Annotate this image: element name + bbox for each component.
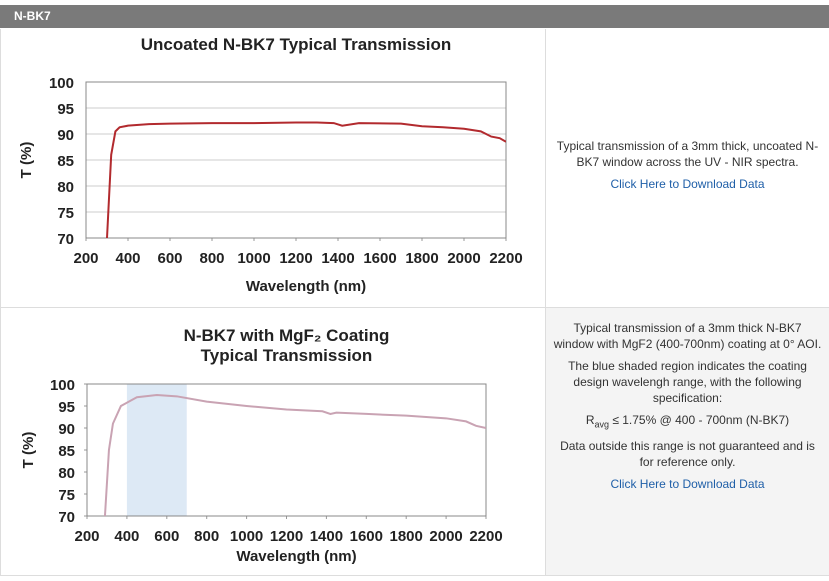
y-tick-label: 90 [58,421,75,438]
y-tick-label: 70 [58,509,75,526]
y-tick-label: 100 [50,377,75,394]
x-tick-label: 2000 [447,250,480,267]
description: Data outside this range is not guarantee… [560,439,815,470]
y-tick-label: 80 [57,179,74,196]
x-tick-label: 400 [115,250,140,267]
y-tick-label: 95 [57,101,74,118]
x-tick-label: 200 [73,250,98,267]
y-tick-label: 100 [49,75,74,92]
data-line [106,121,506,238]
y-axis-label: T (%) [20,432,37,469]
chart-cell: N-BK7 with MgF₂ Coating Typical Transmiss… [0,308,546,576]
data-line [103,393,486,516]
description: Typical transmission of a 3mm thick, unc… [556,139,819,169]
shaded-region [126,384,187,516]
x-tick-label: 1600 [350,528,383,545]
spec-subscript: avg [594,419,609,430]
x-tick-label: 2200 [469,528,502,545]
x-tick-label: 1800 [405,250,438,267]
x-tick-label: 800 [194,528,219,545]
x-tick-label: 600 [157,250,182,267]
x-tick-label: 1000 [230,528,263,545]
download-link[interactable]: Click Here to Download Data [610,177,765,191]
description-panel: Typical transmission of a 3mm thick N-BK… [546,308,829,576]
x-tick-label: 1400 [321,250,354,267]
x-tick-label: 1200 [279,250,312,267]
x-tick-label: 600 [154,528,179,545]
chart-title: Uncoated N-BK7 Typical Transmission [141,35,451,54]
section-header: N-BK7 [0,5,829,28]
x-axis-label: Wavelength (nm) [246,278,366,295]
spec-symbol: R [585,413,595,427]
chart: Uncoated N-BK7 Typical Transmission 70 75 8… [18,35,523,295]
x-tick-label: 2200 [489,250,522,267]
y-axis-label: T (%) [18,142,35,179]
y-tick-label: 90 [57,127,74,144]
chart-cell: Uncoated N-BK7 Typical Transmission 70 75 8… [0,29,546,308]
plot-frame [86,383,487,517]
x-tick-label: 1200 [270,528,303,545]
description: The blue shaded region indicates the coa… [568,359,807,405]
x-tick-label: 1400 [310,528,343,545]
description-panel: Typical transmission of a 3mm thick, unc… [546,29,829,308]
x-tick-label: 2000 [429,528,462,545]
description: Typical transmission of a 3mm thick N-BK… [553,321,822,351]
x-tick-label: 1800 [390,528,423,545]
y-tick-label: 80 [58,465,75,482]
y-tick-label: 85 [57,153,74,170]
x-tick-label: 1000 [237,250,270,267]
chart-subtitle: Typical Transmission [201,346,373,365]
specification: Ravg ≤ 1.75% @ 400 - 700nm (N-BK7) [552,412,823,432]
x-tick-label: 400 [114,528,139,545]
y-tick-label: 85 [58,443,75,460]
x-tick-label: 800 [199,250,224,267]
chart-title: N-BK7 with MgF₂ Coating [184,326,390,345]
y-tick-label: 95 [58,399,75,416]
y-tick-label: 75 [58,487,75,504]
x-axis-label: Wavelength (nm) [236,548,356,565]
download-link[interactable]: Click Here to Download Data [610,477,765,492]
plot-frame [85,81,507,239]
x-tick-label: 200 [74,528,99,545]
y-tick-label: 75 [57,205,74,222]
x-tick-label: 1600 [363,250,396,267]
y-tick-label: 70 [57,231,74,248]
spec-text: ≤ 1.75% @ 400 - 700nm (N-BK7) [609,413,790,427]
